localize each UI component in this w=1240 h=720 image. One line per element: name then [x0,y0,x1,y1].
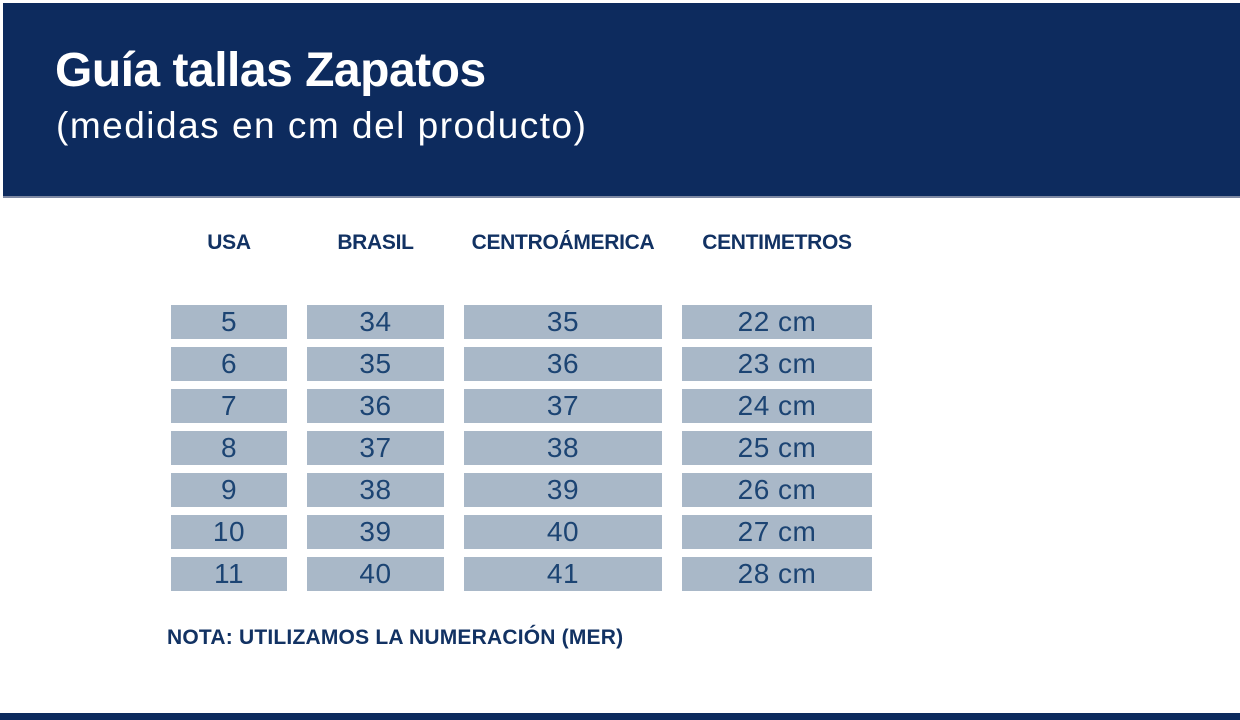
table-cell: 26 cm [682,473,872,507]
column-header-brasil: BRASIL [337,231,414,254]
table-cell: 7 [171,389,287,423]
page-subtitle: (medidas en cm del producto) [56,105,588,146]
page-title: Guía tallas Zapatos [55,44,486,97]
table-cell: 11 [171,557,287,591]
header-band: Guía tallas Zapatos (medidas en cm del p… [3,3,1240,198]
table-cell: 35 [307,347,444,381]
table-cell: 39 [464,473,662,507]
table-cell: 5 [171,305,287,339]
table-cell: 36 [464,347,662,381]
table-cell: 28 cm [682,557,872,591]
column-header-centroamerica: CENTROÁMERICA [471,231,655,254]
table-cell: 10 [171,515,287,549]
table-cell: 35 [464,305,662,339]
table-column-headers: USA BRASIL CENTROÁMERICA CENTIMETROS [171,231,872,255]
table-cell: 37 [307,431,444,465]
table-cell: 36 [307,389,444,423]
table-cell: 9 [171,473,287,507]
table-cell: 41 [464,557,662,591]
footer-band [0,713,1240,720]
table-cell: 27 cm [682,515,872,549]
table-cell: 38 [307,473,444,507]
note-text: NOTA: UTILIZAMOS LA NUMERACIÓN (MER) [167,626,624,649]
table-cell: 37 [464,389,662,423]
table-cell: 23 cm [682,347,872,381]
table-cell: 6 [171,347,287,381]
table-cell: 22 cm [682,305,872,339]
table-cell: 24 cm [682,389,872,423]
column-header-centimetros: CENTIMETROS [702,231,852,254]
table-cell: 25 cm [682,431,872,465]
table-cell: 8 [171,431,287,465]
table-cell: 38 [464,431,662,465]
column-header-usa: USA [207,231,251,254]
table-cell: 40 [307,557,444,591]
table-cell: 40 [464,515,662,549]
table-cell: 34 [307,305,444,339]
table-cell: 39 [307,515,444,549]
size-table: 5 34 35 22 cm 6 35 36 23 cm 7 36 37 24 c… [171,305,872,591]
